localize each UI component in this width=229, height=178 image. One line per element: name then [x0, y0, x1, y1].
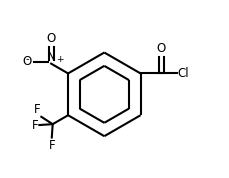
- Text: +: +: [55, 55, 63, 64]
- Text: F: F: [48, 139, 55, 152]
- Text: F: F: [32, 119, 39, 132]
- Text: Cl: Cl: [177, 67, 188, 80]
- Text: O: O: [46, 32, 55, 45]
- Text: O: O: [23, 55, 32, 68]
- Text: O: O: [156, 42, 165, 55]
- Text: -: -: [26, 54, 29, 64]
- Text: F: F: [34, 103, 41, 116]
- Text: N: N: [46, 50, 55, 63]
